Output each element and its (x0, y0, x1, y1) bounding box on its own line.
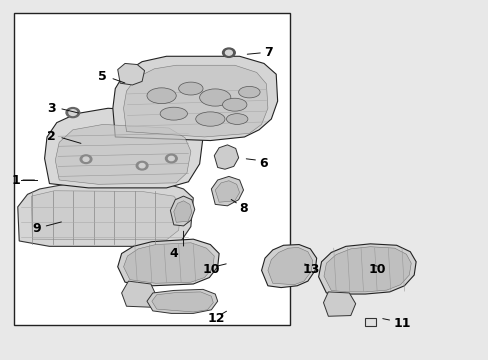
Text: 9: 9 (32, 222, 41, 235)
Ellipse shape (226, 114, 247, 125)
Text: 7: 7 (264, 46, 272, 59)
Circle shape (165, 154, 177, 163)
Ellipse shape (238, 86, 260, 98)
Polygon shape (118, 239, 219, 286)
Circle shape (69, 110, 77, 116)
Circle shape (66, 108, 80, 118)
Polygon shape (318, 244, 415, 294)
Polygon shape (123, 65, 267, 137)
Polygon shape (147, 289, 217, 314)
Ellipse shape (222, 98, 246, 111)
Polygon shape (118, 63, 144, 85)
Polygon shape (152, 292, 213, 312)
Text: 4: 4 (169, 247, 178, 260)
Ellipse shape (160, 107, 187, 120)
Ellipse shape (178, 82, 203, 95)
Circle shape (139, 163, 145, 168)
Polygon shape (123, 243, 214, 283)
Polygon shape (44, 108, 203, 188)
Circle shape (83, 157, 89, 161)
Polygon shape (173, 201, 191, 222)
Polygon shape (211, 176, 243, 206)
Polygon shape (113, 56, 277, 140)
Polygon shape (214, 145, 238, 169)
Text: 6: 6 (259, 157, 267, 170)
Ellipse shape (195, 112, 224, 126)
Bar (365, 319, 375, 326)
Polygon shape (18, 184, 193, 246)
Text: 12: 12 (207, 311, 225, 325)
Text: 8: 8 (239, 202, 248, 215)
Circle shape (225, 50, 232, 55)
Text: 5: 5 (98, 69, 107, 82)
Polygon shape (261, 244, 316, 288)
Polygon shape (215, 181, 239, 202)
Polygon shape (55, 125, 190, 184)
Ellipse shape (147, 88, 176, 104)
Polygon shape (323, 292, 355, 316)
Text: 11: 11 (392, 317, 410, 330)
Circle shape (136, 161, 148, 170)
Circle shape (80, 155, 92, 163)
Circle shape (222, 48, 235, 57)
Circle shape (168, 156, 174, 161)
Text: 10: 10 (368, 263, 386, 276)
Polygon shape (170, 196, 194, 226)
Text: 2: 2 (47, 130, 56, 144)
Polygon shape (31, 191, 181, 240)
Text: 13: 13 (303, 263, 320, 276)
Text: 3: 3 (47, 102, 56, 115)
Polygon shape (122, 281, 157, 307)
Text: 10: 10 (203, 263, 220, 276)
Text: 1: 1 (11, 174, 20, 186)
Polygon shape (324, 247, 410, 292)
Polygon shape (267, 247, 312, 285)
Bar (14, 13, 289, 325)
Ellipse shape (199, 89, 230, 106)
